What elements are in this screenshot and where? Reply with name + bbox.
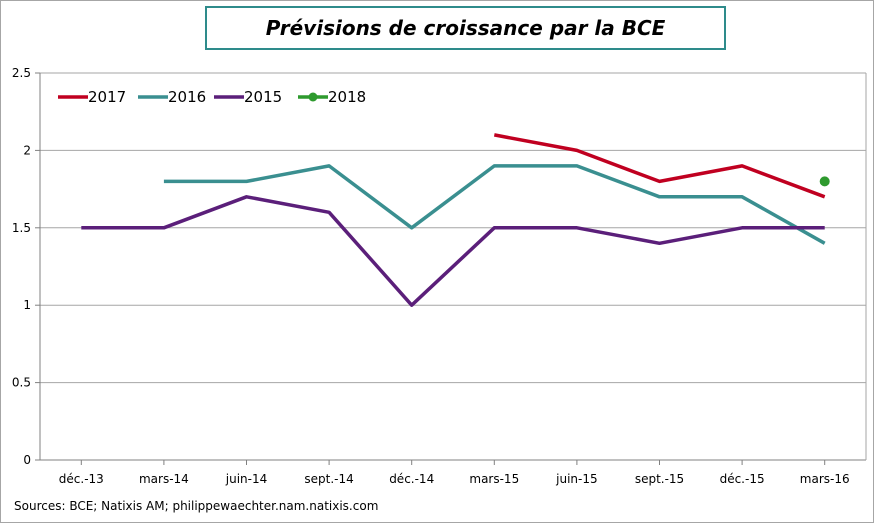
y-tick-label: 1.5 — [12, 221, 31, 235]
series-lines — [81, 133, 830, 307]
x-tick-label: déc.-15 — [720, 472, 765, 486]
gridlines — [40, 72, 867, 461]
legend-label-2015: 2015 — [244, 88, 282, 106]
series-line-2016 — [163, 164, 826, 245]
series-line-2015 — [81, 195, 825, 307]
y-axis-ticks: 0 0.5 1 1.5 2 2.5 — [12, 66, 41, 467]
series-line-2017 — [493, 133, 826, 199]
x-axis-ticks: déc.-13 mars-14 juin-14 sept.-14 déc.-14 mars… — [59, 460, 850, 486]
x-tick-label: mars-15 — [469, 472, 519, 486]
y-tick-label: 1 — [23, 298, 31, 312]
y-tick-label: 2 — [23, 143, 31, 157]
chart-title-box: Prévisions de croissance par la BCE — [205, 6, 726, 50]
chart-title: Prévisions de croissance par la BCE — [265, 16, 666, 40]
y-tick-label: 0.5 — [12, 376, 31, 390]
x-tick-label: mars-16 — [800, 472, 850, 486]
y-tick-label: 0 — [23, 453, 31, 467]
legend: 2017 2016 2015 2018 — [58, 88, 366, 106]
series-point-2018 — [819, 176, 830, 187]
x-tick-label: sept.-15 — [635, 472, 684, 486]
x-tick-label: déc.-14 — [389, 472, 434, 486]
source-note: Sources: BCE; Natixis AM; philippewaecht… — [14, 499, 379, 513]
legend-marker-2018 — [308, 92, 318, 102]
x-tick-label: mars-14 — [139, 472, 189, 486]
legend-label-2017: 2017 — [88, 88, 126, 106]
y-tick-label: 2.5 — [12, 66, 31, 80]
x-tick-label: juin-14 — [225, 472, 267, 486]
legend-label-2016: 2016 — [168, 88, 206, 106]
x-tick-label: déc.-13 — [59, 472, 104, 486]
x-tick-label: sept.-14 — [304, 472, 353, 486]
legend-label-2018: 2018 — [328, 88, 366, 106]
x-tick-label: juin-15 — [555, 472, 597, 486]
